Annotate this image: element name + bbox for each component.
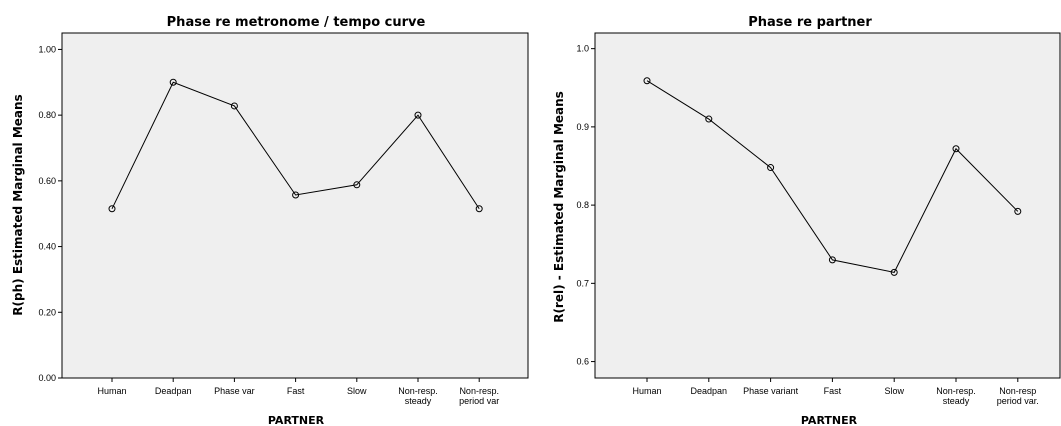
x-tick-label: Slow bbox=[347, 386, 367, 396]
y-tick-label: 0.60 bbox=[38, 176, 56, 186]
series-group-left bbox=[108, 78, 483, 213]
series-group-right bbox=[643, 77, 1022, 276]
data-point bbox=[414, 111, 422, 119]
chart-title-right: Phase re partner bbox=[748, 15, 872, 30]
x-tick-label: Human bbox=[632, 386, 661, 396]
y-axis-label-right: R(rel) - Estimated Marginal Means bbox=[552, 91, 566, 323]
x-tick-label: Non-resp period var. bbox=[997, 386, 1039, 406]
data-point bbox=[169, 78, 177, 86]
data-point bbox=[1014, 207, 1022, 215]
series-line bbox=[111, 81, 480, 210]
y-tick-label: 0.20 bbox=[38, 307, 56, 317]
x-axis-label-right: PARTNER bbox=[801, 414, 858, 426]
data-point bbox=[767, 164, 775, 172]
x-tick-label: Deadpan bbox=[691, 386, 728, 396]
data-point bbox=[643, 77, 651, 85]
tick-group-right: 0.6 0.7 0.8 0.9 1.0 Human Deadpan Phase variant… bbox=[576, 44, 1038, 406]
y-tick-label: 0.00 bbox=[38, 373, 56, 383]
data-point bbox=[952, 145, 960, 153]
x-axis-label-left: PARTNER bbox=[268, 414, 325, 426]
y-tick-label: 0.6 bbox=[576, 357, 589, 367]
chart-panel-right: Phase re partner PARTNER R(rel) - Estima… bbox=[552, 15, 1061, 426]
data-point bbox=[828, 256, 836, 264]
data-point bbox=[230, 102, 238, 110]
chart-panel-left: Phase re metronome / tempo curve PARTNER… bbox=[11, 15, 529, 426]
data-point bbox=[705, 115, 713, 123]
x-tick-label: Phase var bbox=[214, 386, 255, 396]
data-point bbox=[890, 268, 898, 276]
y-tick-label: 0.80 bbox=[38, 110, 56, 120]
plot-area-right bbox=[594, 32, 1061, 379]
y-tick-label: 0.9 bbox=[576, 122, 589, 132]
series-line bbox=[646, 80, 1019, 273]
y-tick-label: 1.0 bbox=[576, 44, 589, 54]
data-point bbox=[475, 205, 483, 213]
data-point bbox=[292, 191, 300, 199]
y-tick-label: 0.7 bbox=[576, 278, 589, 288]
x-tick-label: Fast bbox=[824, 386, 842, 396]
x-tick-label: Fast bbox=[287, 386, 305, 396]
x-tick-label: Non-resp. steady bbox=[398, 386, 438, 406]
x-tick-label: Deadpan bbox=[155, 386, 192, 396]
x-tick-label: Slow bbox=[884, 386, 904, 396]
plot-area-left bbox=[61, 32, 529, 379]
x-tick-label: Human bbox=[97, 386, 126, 396]
y-tick-label: 0.8 bbox=[576, 200, 589, 210]
y-tick-label: 0.40 bbox=[38, 242, 56, 252]
x-tick-label: Phase variant bbox=[743, 386, 799, 396]
tick-group-left: 0.00 0.20 0.40 0.60 0.80 1.00 Human Deadpan Phas… bbox=[38, 44, 499, 406]
data-point bbox=[353, 181, 361, 189]
x-tick-label: Non-resp. period var bbox=[459, 386, 499, 406]
x-tick-label: Non-resp. steady bbox=[936, 386, 976, 406]
data-point bbox=[108, 205, 116, 213]
chart-title-left: Phase re metronome / tempo curve bbox=[167, 15, 426, 30]
y-tick-label: 1.00 bbox=[38, 44, 56, 54]
y-axis-label-left: R(ph) Estimated Marginal Means bbox=[11, 94, 25, 315]
